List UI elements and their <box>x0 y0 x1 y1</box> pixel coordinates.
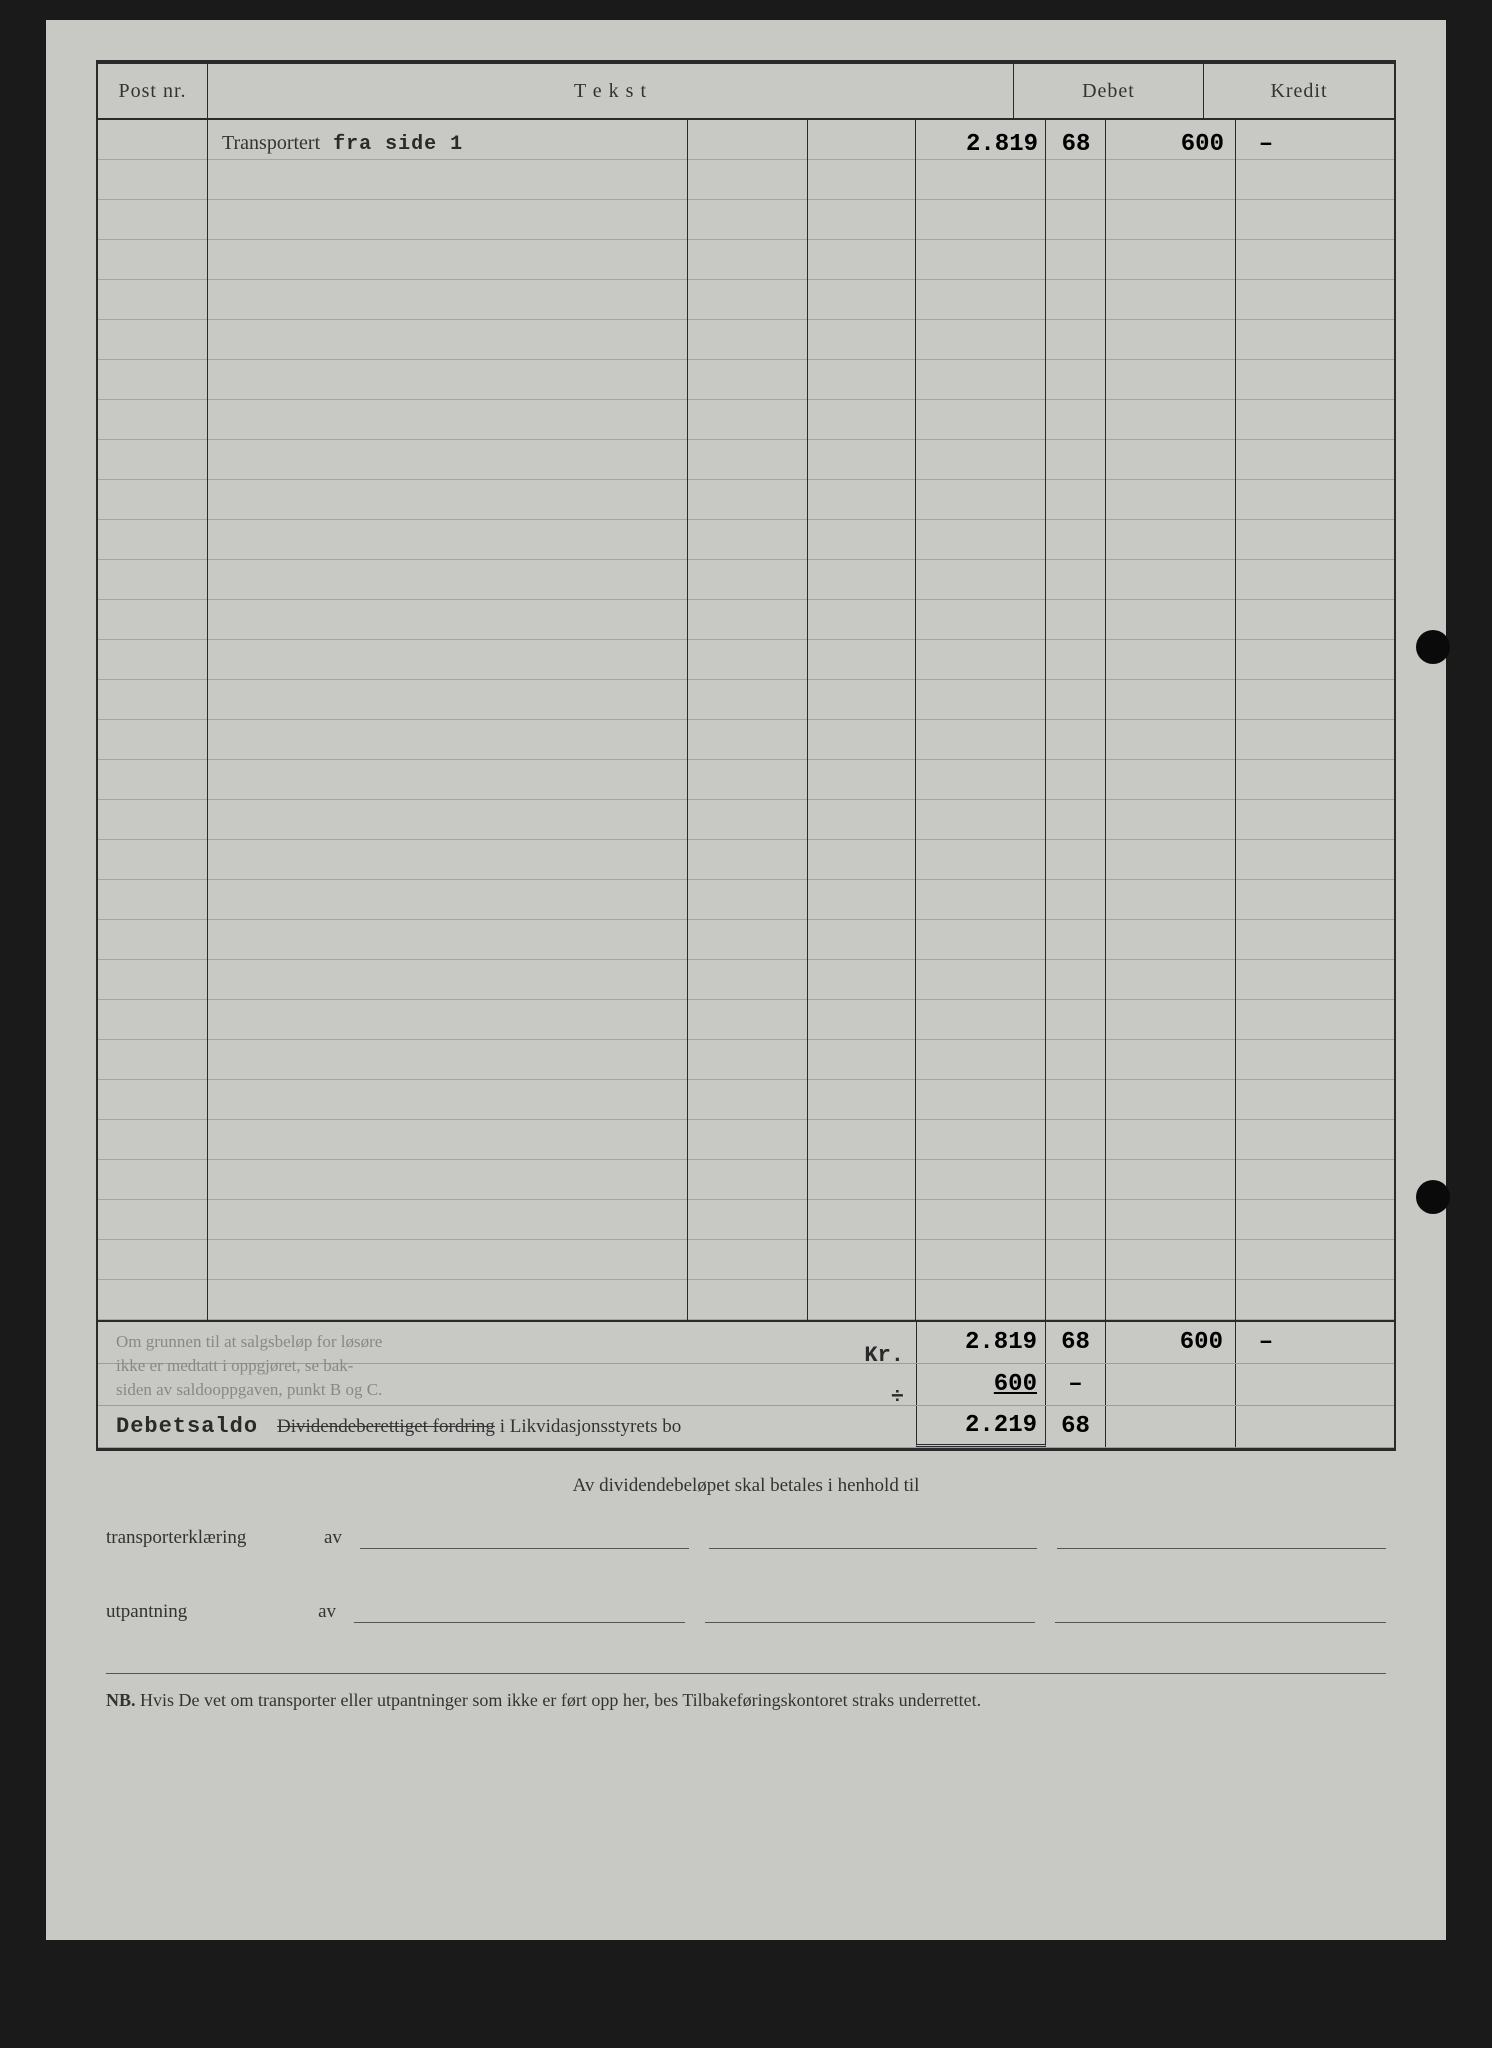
row-transport: Transportert fra side 1 2.819 68 600 – <box>98 124 1394 164</box>
transport-av: av <box>324 1527 342 1549</box>
tekst-typed: fra side 1 <box>320 133 463 156</box>
ledger-page: Post nr. T e k s t Debet Kredit Transpor… <box>46 20 1446 1940</box>
utpantning-row: utpantning av <box>106 1599 1386 1623</box>
utpantning-label: utpantning <box>106 1601 246 1623</box>
header-post: Post nr. <box>98 64 208 118</box>
nb-text: Hvis De vet om transporter eller utpantn… <box>136 1690 982 1710</box>
row-debet-main: 2.819 <box>916 131 1046 158</box>
row-tekst: Transportert fra side 1 <box>208 132 916 156</box>
punch-hole-icon <box>1416 630 1450 664</box>
transport-label: transporterklæring <box>106 1527 306 1549</box>
nb-bold: NB. <box>106 1690 136 1710</box>
punch-hole-icon <box>1416 1180 1450 1214</box>
summary-block: Kr. 2.819 68 600 – ÷ 600 – Debetsaldo <box>98 1320 1394 1448</box>
ledger-table: Post nr. T e k s t Debet Kredit Transpor… <box>96 60 1396 1451</box>
transport-row: transporterklæring av <box>106 1525 1386 1549</box>
sum2-debet-sub: – <box>1046 1364 1106 1405</box>
stamp-l2: ikke er medtatt i oppgjøret, se bak- <box>116 1354 536 1378</box>
header-tekst: T e k s t <box>208 64 1014 118</box>
sum1-debet-main: 2.819 <box>916 1322 1046 1363</box>
kr-label: Kr. <box>864 1343 904 1368</box>
sum3-debet-main: 2.219 <box>916 1406 1046 1447</box>
header-row: Post nr. T e k s t Debet Kredit <box>98 64 1394 120</box>
tail-text: i Likvidasjonsstyrets bo <box>495 1416 681 1437</box>
transport-lines <box>360 1525 1386 1549</box>
column-rules <box>98 120 1394 1320</box>
nb-line: NB. Hvis De vet om transporter eller utp… <box>106 1673 1386 1711</box>
stamp-l3: siden av saldooppgaven, punkt B og C. <box>116 1378 536 1402</box>
tekst-prefix: Transportert <box>222 132 320 154</box>
debetsaldo-label: Debetsaldo <box>116 1414 258 1439</box>
utpantning-av: av <box>264 1601 336 1623</box>
header-debet: Debet <box>1014 64 1204 118</box>
note-stamp: Om grunnen til at salgsbeløp for løsøre … <box>116 1330 536 1401</box>
dividend-line: Av dividendebeløpet skal betales i henho… <box>106 1475 1386 1497</box>
sum1-debet-sub: 68 <box>1046 1322 1106 1363</box>
sum3-debet-sub: 68 <box>1046 1406 1106 1447</box>
row-kredit-sub: – <box>1236 131 1296 158</box>
sum1-kredit-sub: – <box>1236 1322 1296 1363</box>
row-debet-sub: 68 <box>1046 131 1106 158</box>
utpantning-lines <box>354 1599 1386 1623</box>
bottom-section: Av dividendebeløpet skal betales i henho… <box>96 1451 1396 1721</box>
struck-text: Dividendeberettiget fordring <box>277 1416 495 1437</box>
summary-row-3: Debetsaldo Dividendeberettiget fordring … <box>98 1406 1394 1448</box>
header-kredit: Kredit <box>1204 64 1394 118</box>
ledger-body: Transportert fra side 1 2.819 68 600 – <box>98 120 1394 1320</box>
minus-sym: ÷ <box>891 1385 904 1410</box>
stamp-l1: Om grunnen til at salgsbeløp for løsøre <box>116 1330 536 1354</box>
sum1-kredit-main: 600 <box>1106 1322 1236 1363</box>
sum2-debet-main: 600 <box>916 1364 1046 1405</box>
row-kredit-main: 600 <box>1106 131 1236 158</box>
